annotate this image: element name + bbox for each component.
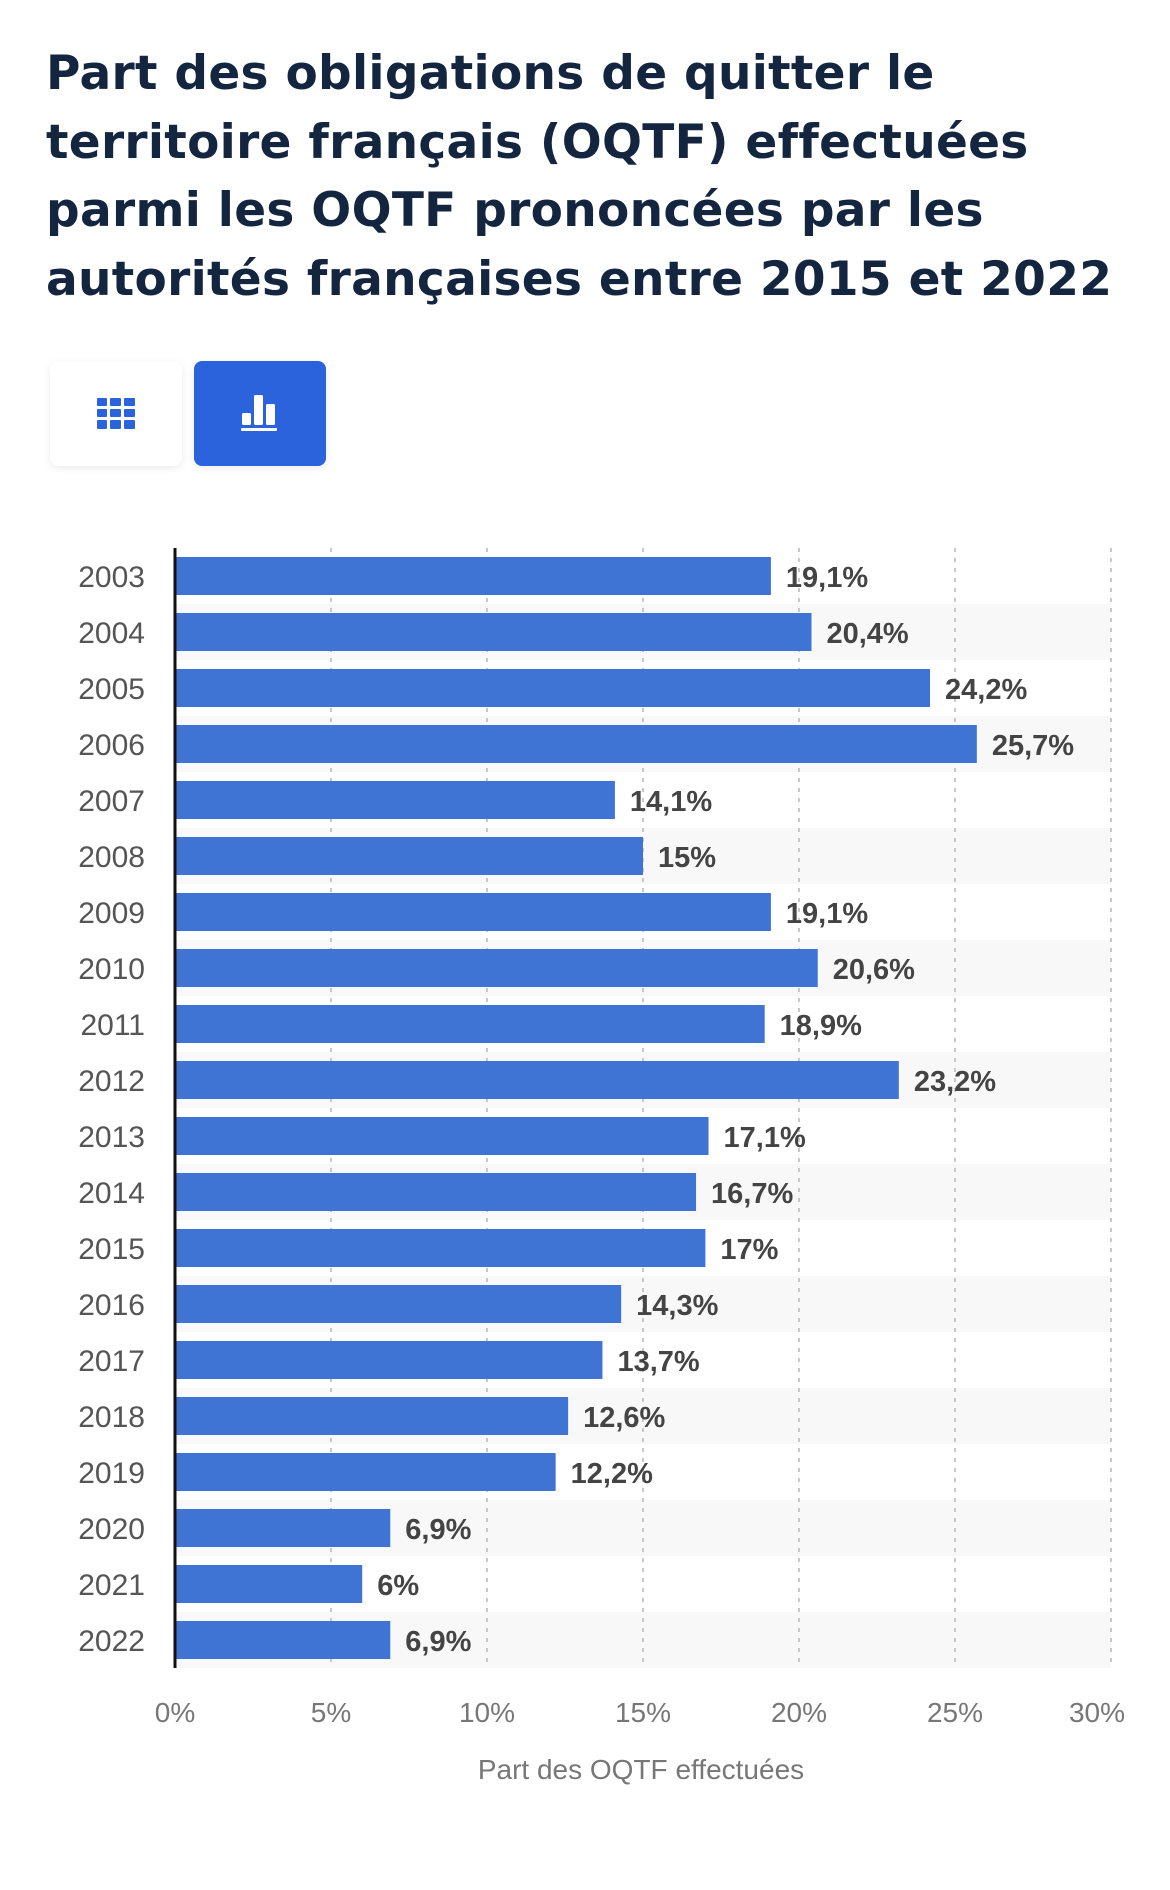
bar-2019[interactable] — [175, 1453, 556, 1491]
data-label: 17,1% — [724, 1122, 806, 1154]
y-tick-label: 2006 — [78, 729, 145, 762]
y-tick-label: 2016 — [78, 1289, 145, 1322]
y-tick-label: 2021 — [78, 1569, 145, 1602]
data-label: 23,2% — [914, 1066, 996, 1098]
bar-chart-icon — [241, 394, 277, 431]
bar-2004[interactable] — [175, 613, 812, 651]
y-tick-label: 2012 — [78, 1065, 145, 1098]
x-tick-label: 5% — [311, 1697, 351, 1728]
chart-title: Part des obligations de quitter le terri… — [46, 46, 1113, 307]
y-tick-label: 2004 — [78, 617, 145, 650]
data-label: 17% — [720, 1234, 778, 1266]
bar-2006[interactable] — [175, 725, 977, 763]
y-tick-label: 2010 — [78, 953, 145, 986]
x-tick-label: 15% — [615, 1697, 671, 1728]
data-label: 14,3% — [636, 1290, 718, 1322]
data-label: 14,1% — [630, 786, 712, 818]
data-label: 16,7% — [711, 1178, 793, 1210]
bar-2005[interactable] — [175, 669, 931, 707]
y-tick-label: 2015 — [78, 1233, 145, 1266]
data-label: 12,2% — [571, 1458, 653, 1490]
bar-2012[interactable] — [175, 1061, 899, 1099]
bar-2020[interactable] — [175, 1509, 391, 1547]
x-tick-label: 25% — [927, 1697, 983, 1728]
x-tick-label: 30% — [1069, 1697, 1125, 1728]
x-axis-title: Part des OQTF effectuées — [478, 1754, 804, 1785]
y-tick-label: 2007 — [78, 785, 145, 818]
bar-2021[interactable] — [175, 1565, 363, 1603]
grid-icon — [97, 398, 135, 429]
y-tick-label: 2013 — [78, 1121, 145, 1154]
data-label: 24,2% — [945, 674, 1027, 706]
y-tick-label: 2009 — [78, 897, 145, 930]
bar-2009[interactable] — [175, 893, 771, 931]
bar-2016[interactable] — [175, 1285, 622, 1323]
bar-2003[interactable] — [175, 557, 771, 595]
bar-2017[interactable] — [175, 1341, 603, 1379]
y-tick-label: 2005 — [78, 673, 145, 706]
data-label: 12,6% — [583, 1402, 665, 1434]
bar-2013[interactable] — [175, 1117, 709, 1155]
table-view-button[interactable] — [50, 361, 182, 466]
data-label: 13,7% — [617, 1346, 699, 1378]
data-label: 19,1% — [786, 562, 868, 594]
x-tick-label: 20% — [771, 1697, 827, 1728]
y-tick-label: 2003 — [78, 561, 145, 594]
y-tick-label: 2022 — [78, 1625, 145, 1658]
y-tick-label: 2008 — [78, 841, 145, 874]
chart-view-button[interactable] — [194, 361, 326, 466]
bar-2015[interactable] — [175, 1229, 706, 1267]
bar-2022[interactable] — [175, 1621, 391, 1659]
y-tick-label: 2019 — [78, 1457, 145, 1490]
y-tick-label: 2014 — [78, 1177, 145, 1210]
y-tick-label: 2020 — [78, 1513, 145, 1546]
y-tick-label: 2017 — [78, 1345, 145, 1378]
x-tick-label: 10% — [459, 1697, 515, 1728]
data-label: 15% — [658, 842, 716, 874]
bar-2018[interactable] — [175, 1397, 569, 1435]
data-label: 6,9% — [405, 1514, 471, 1546]
data-label: 6% — [377, 1570, 419, 1602]
data-label: 25,7% — [992, 730, 1074, 762]
data-label: 19,1% — [786, 898, 868, 930]
data-label: 20,6% — [833, 954, 915, 986]
data-label: 18,9% — [780, 1010, 862, 1042]
x-tick-label: 0% — [155, 1697, 195, 1728]
bar-2010[interactable] — [175, 949, 818, 987]
bar-2008[interactable] — [175, 837, 643, 875]
bar-2011[interactable] — [175, 1005, 765, 1043]
bar-2007[interactable] — [175, 781, 615, 819]
y-tick-label: 2018 — [78, 1401, 145, 1434]
bar-2014[interactable] — [175, 1173, 697, 1211]
data-label: 6,9% — [405, 1626, 471, 1658]
data-label: 20,4% — [826, 618, 908, 650]
y-tick-label: 2011 — [80, 1009, 145, 1042]
